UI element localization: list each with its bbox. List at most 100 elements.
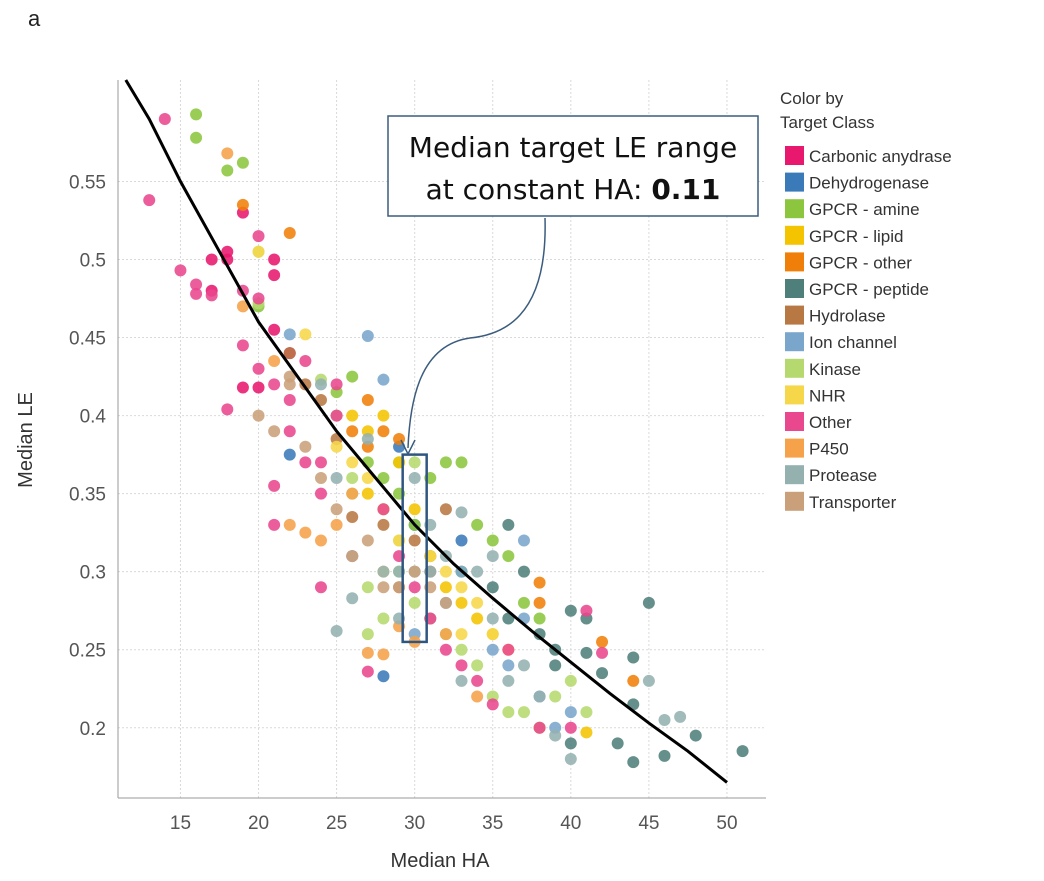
tick-labels: 15 20 25 30 35 40 45 50 0.2 0.25 0.3 0.35 0.4 0.45 0.5… (69, 172, 738, 834)
data-point (580, 726, 593, 739)
data-point (471, 565, 484, 578)
y-tick-label: 0.5 (80, 251, 106, 272)
legend-swatch (785, 385, 804, 405)
data-point (486, 550, 499, 563)
data-point (221, 245, 234, 258)
data-point (580, 706, 593, 719)
data-point (517, 534, 530, 547)
data-point (377, 565, 390, 578)
data-point (314, 378, 327, 391)
data-point (268, 425, 281, 438)
data-point (299, 354, 312, 367)
data-point (486, 534, 499, 547)
y-tick-label: 0.3 (80, 563, 106, 584)
data-point (502, 643, 515, 656)
data-point (221, 164, 234, 177)
data-point (564, 674, 577, 687)
data-point (268, 479, 281, 492)
data-point (471, 659, 484, 672)
data-point (658, 713, 671, 726)
data-point (502, 550, 515, 563)
data-point (283, 226, 296, 239)
data-point (361, 472, 374, 485)
data-point (346, 511, 359, 524)
data-point (455, 506, 468, 519)
data-point (439, 503, 452, 516)
data-point (627, 651, 640, 664)
data-point (377, 503, 390, 516)
legend-label: Protease (809, 466, 877, 485)
data-point (236, 381, 249, 394)
data-point (268, 269, 281, 282)
data-point (502, 518, 515, 531)
legend: Color by Target Class Carbonic anydrase D… (780, 89, 952, 512)
annotation-line-1: Median target LE range (409, 131, 737, 164)
data-point (314, 456, 327, 469)
data-point (408, 456, 421, 469)
data-point (346, 370, 359, 383)
data-point (408, 472, 421, 485)
data-point (361, 393, 374, 406)
data-point (408, 534, 421, 547)
data-point (627, 756, 640, 769)
legend-items: Carbonic anydrase Dehydrogenase GPCR - ami… (785, 146, 952, 512)
x-tick-label: 25 (326, 813, 347, 834)
x-tick-label: 35 (482, 813, 503, 834)
data-point (439, 643, 452, 656)
data-point (455, 674, 468, 687)
data-point (455, 596, 468, 609)
legend-swatch (785, 465, 804, 485)
data-point (205, 253, 218, 266)
legend-swatch (785, 332, 804, 352)
legend-label: GPCR - amine (809, 200, 920, 219)
data-point (580, 646, 593, 659)
legend-label: Ion channel (809, 333, 897, 352)
data-point (533, 690, 546, 703)
x-tick-label: 45 (638, 813, 659, 834)
data-point (533, 721, 546, 734)
data-point (299, 456, 312, 469)
legend-label: NHR (809, 386, 846, 405)
data-point (361, 433, 374, 445)
data-point (314, 487, 327, 500)
data-point (486, 612, 499, 625)
data-point (439, 628, 452, 641)
data-point (533, 628, 546, 641)
data-point (408, 565, 421, 578)
data-point (408, 581, 421, 594)
legend-swatch (785, 438, 804, 458)
data-point (408, 596, 421, 609)
data-point (642, 674, 655, 687)
data-point (283, 347, 296, 360)
y-tick-label: 0.55 (69, 172, 106, 193)
data-point (455, 581, 468, 594)
legend-swatch (785, 305, 804, 325)
legend-label: Dehydrogenase (809, 174, 929, 193)
data-point (283, 448, 296, 461)
data-point (190, 278, 203, 291)
data-point (143, 194, 156, 207)
annotation-line-2-prefix: at constant HA: (426, 173, 652, 206)
data-point (283, 328, 296, 341)
y-tick-label: 0.45 (69, 329, 106, 350)
data-point (346, 409, 359, 422)
data-point (377, 648, 390, 661)
y-tick-label: 0.4 (80, 407, 107, 428)
data-point (361, 581, 374, 594)
data-point (486, 581, 499, 594)
data-point (486, 698, 499, 711)
data-point (252, 362, 265, 375)
annotation-arrowhead (400, 439, 416, 456)
data-point (346, 592, 359, 605)
data-point (314, 581, 327, 594)
data-point (377, 612, 390, 625)
data-point (236, 156, 249, 169)
legend-swatch (785, 146, 804, 165)
data-point (455, 628, 468, 641)
data-point (330, 518, 343, 531)
data-point (517, 565, 530, 578)
x-tick-label: 30 (404, 813, 425, 834)
legend-title-line-2: Target Class (780, 113, 874, 132)
data-point (299, 526, 312, 539)
data-point (361, 628, 374, 641)
